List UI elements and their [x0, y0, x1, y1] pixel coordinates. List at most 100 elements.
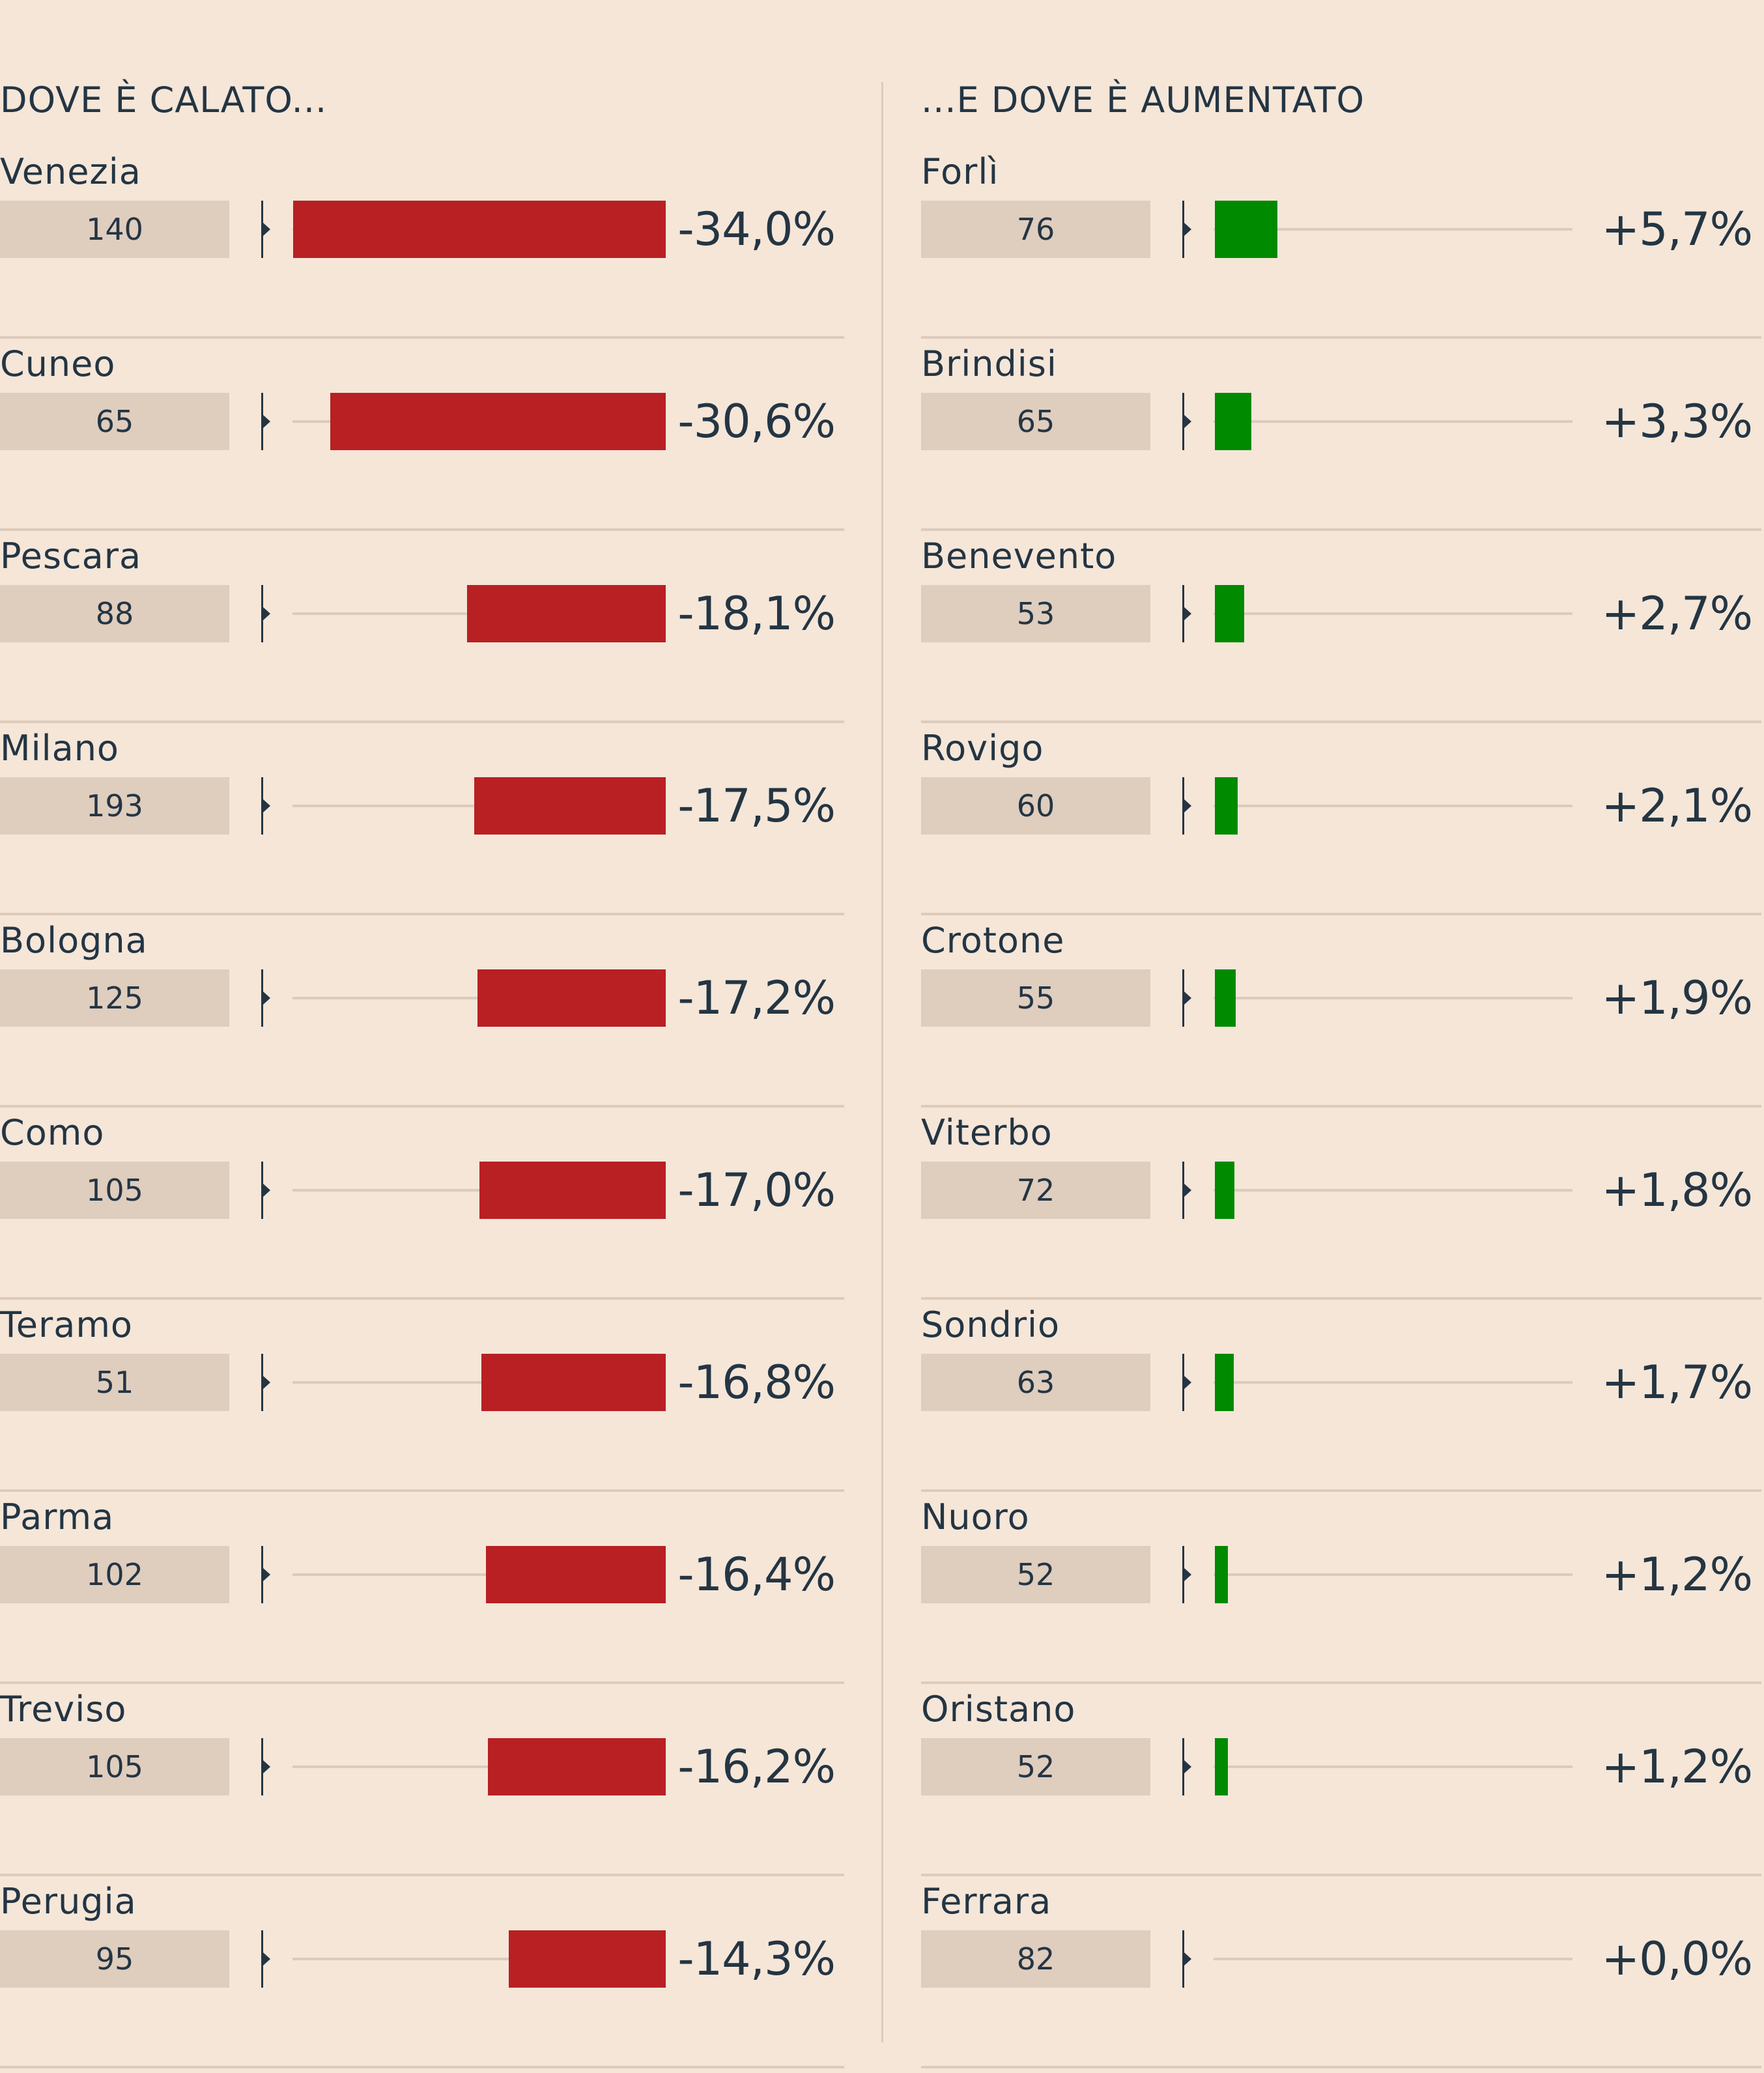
- increase-row-separator: [921, 1105, 1761, 1108]
- decrease-zero-tick: [261, 969, 263, 1027]
- decrease-percent-label: -17,0%: [677, 1164, 836, 1217]
- increase-count-box: 72: [921, 1162, 1150, 1219]
- decrease-bar-track: [292, 1766, 488, 1768]
- increase-city-label: Rovigo: [921, 728, 1044, 769]
- increase-zero-arrow: [1184, 607, 1191, 620]
- decrease-city-label: Milano: [0, 728, 119, 769]
- increase-percent-label: +1,2%: [1601, 1740, 1753, 1794]
- increase-zero-tick: [1182, 1354, 1184, 1411]
- increase-zero-arrow: [1184, 799, 1191, 812]
- increase-row-separator: [921, 913, 1761, 915]
- increase-zero-arrow: [1184, 1952, 1191, 1966]
- increase-zero-arrow: [1184, 415, 1191, 428]
- decrease-percent-label: -34,0%: [677, 203, 836, 256]
- increase-city-label: Ferrara: [921, 1881, 1052, 1922]
- decrease-row-separator: [0, 1489, 844, 1492]
- decrease-row: Pescara 88 -18,1%: [0, 536, 844, 728]
- increase-bar-track: [1214, 612, 1572, 615]
- decrease-zero-tick: [261, 777, 263, 835]
- decrease-zero-tick: [261, 201, 263, 258]
- increase-row-separator: [921, 2066, 1761, 2068]
- increase-value-bar: [1215, 393, 1251, 450]
- decrease-bar-track: [292, 1573, 486, 1576]
- increase-bar-track: [1214, 997, 1572, 999]
- increase-zero-tick: [1182, 969, 1184, 1027]
- increase-city-label: Benevento: [921, 536, 1117, 577]
- increase-value-bar: [1215, 1162, 1234, 1219]
- decrease-row: Cuneo 65 -30,6%: [0, 343, 844, 536]
- increase-row: Forlì 76 +5,7%: [921, 151, 1761, 343]
- decrease-percent-label: -17,2%: [677, 971, 836, 1025]
- increase-city-label: Oristano: [921, 1689, 1076, 1730]
- increase-row: Crotone 55 +1,9%: [921, 920, 1761, 1112]
- decrease-row-separator: [0, 913, 844, 915]
- decrease-zero-arrow: [263, 1760, 270, 1773]
- decrease-city-label: Perugia: [0, 1881, 137, 1922]
- decrease-count-box: 193: [0, 777, 229, 835]
- increase-zero-arrow: [1184, 1760, 1191, 1773]
- decrease-count-box: 105: [0, 1738, 229, 1795]
- decrease-city-label: Treviso: [0, 1689, 127, 1730]
- increase-zero-arrow: [1184, 1376, 1191, 1389]
- decrease-value-bar: [509, 1930, 666, 1988]
- increase-row: Oristano 52 +1,2%: [921, 1689, 1761, 1881]
- decrease-value-bar: [488, 1738, 666, 1795]
- increase-count-box: 63: [921, 1354, 1150, 1411]
- decrease-city-label: Cuneo: [0, 343, 116, 384]
- increase-count-box: 55: [921, 969, 1150, 1027]
- decrease-zero-arrow: [263, 992, 270, 1005]
- decrease-zero-tick: [261, 1546, 263, 1603]
- increase-zero-tick: [1182, 201, 1184, 258]
- decrease-bar-track: [292, 1189, 479, 1192]
- increase-bar-track: [1214, 228, 1572, 231]
- decrease-zero-arrow: [263, 1568, 270, 1581]
- decrease-bar-track: [292, 1958, 509, 1960]
- decrease-zero-arrow: [263, 415, 270, 428]
- increase-bar-track: [1214, 420, 1572, 423]
- increase-value-bar: [1215, 969, 1236, 1027]
- decrease-count-box: 102: [0, 1546, 229, 1603]
- increase-zero-tick: [1182, 777, 1184, 835]
- increase-count-box: 65: [921, 393, 1150, 450]
- increase-row-separator: [921, 528, 1761, 531]
- increase-city-label: Forlì: [921, 151, 999, 192]
- decrease-bar-track: [292, 612, 467, 615]
- decrease-row: Bologna 125 -17,2%: [0, 920, 844, 1112]
- increase-row-separator: [921, 721, 1761, 723]
- decrease-row: Como 105 -17,0%: [0, 1112, 844, 1304]
- decrease-count-box: 105: [0, 1162, 229, 1219]
- increase-percent-label: +1,8%: [1601, 1164, 1753, 1217]
- decrease-count-box: 125: [0, 969, 229, 1027]
- decrease-zero-arrow: [263, 607, 270, 620]
- increase-percent-label: +3,3%: [1601, 395, 1753, 448]
- decrease-count-box: 88: [0, 585, 229, 642]
- decrease-row-separator: [0, 336, 844, 339]
- increase-zero-arrow: [1184, 1184, 1191, 1197]
- increase-value-bar: [1215, 1738, 1228, 1795]
- decrease-percent-label: -30,6%: [677, 395, 836, 448]
- increase-row-separator: [921, 1297, 1761, 1300]
- increase-zero-tick: [1182, 1546, 1184, 1603]
- increase-zero-arrow: [1184, 992, 1191, 1005]
- decrease-bar-track: [292, 997, 477, 999]
- increase-zero-arrow: [1184, 223, 1191, 236]
- decrease-row-separator: [0, 1874, 844, 1876]
- increase-zero-tick: [1182, 1738, 1184, 1795]
- increase-row: Benevento 53 +2,7%: [921, 536, 1761, 728]
- increase-panel: ...E DOVE È AUMENTATO Forlì 76 +5,7% Brindi…: [921, 0, 1764, 2068]
- increase-zero-tick: [1182, 1930, 1184, 1988]
- decrease-panel: DOVE È CALATO... Venezia 140 -34,0% Cuneo 65…: [0, 0, 847, 2068]
- increase-percent-label: +1,7%: [1601, 1356, 1753, 1409]
- decrease-value-bar: [486, 1546, 666, 1603]
- increase-bar-track: [1214, 1766, 1572, 1768]
- increase-value-bar: [1215, 201, 1277, 258]
- decrease-row-separator: [0, 528, 844, 531]
- increase-percent-label: +2,1%: [1601, 779, 1753, 833]
- decrease-city-label: Pescara: [0, 536, 142, 577]
- decrease-zero-tick: [261, 393, 263, 450]
- decrease-city-label: Bologna: [0, 920, 148, 961]
- decrease-row: Milano 193 -17,5%: [0, 728, 844, 920]
- increase-bar-track: [1214, 1573, 1572, 1576]
- increase-count-box: 76: [921, 201, 1150, 258]
- decrease-count-box: 95: [0, 1930, 229, 1988]
